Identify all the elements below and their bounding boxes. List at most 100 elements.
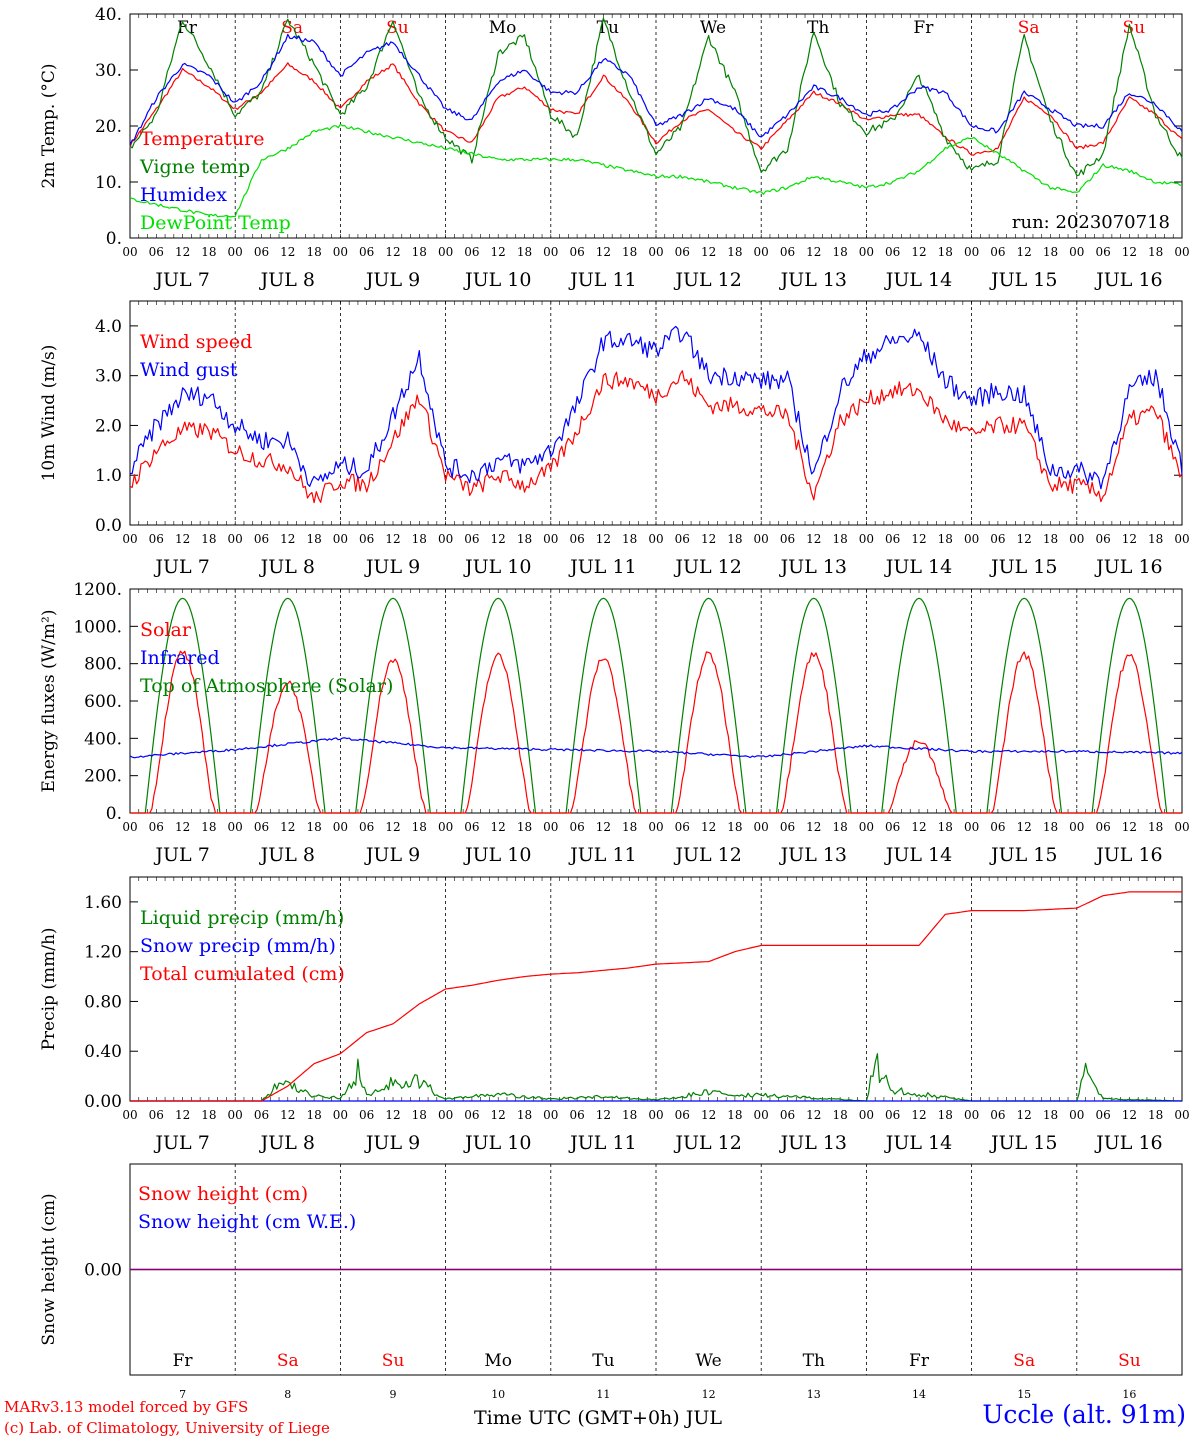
panel4-hour-label: 18 xyxy=(306,1108,321,1122)
day-number-label: 15 xyxy=(1017,1388,1031,1401)
panel4-hour-label: 06 xyxy=(254,1108,269,1122)
panel1-date-label: JUL 15 xyxy=(989,269,1057,291)
panel1-ytick-label: 20. xyxy=(95,117,122,137)
panel1-date-label: JUL 8 xyxy=(259,269,315,291)
panel5-ylabel: Snow height (cm) xyxy=(39,1193,59,1345)
panel4-hour-label: 18 xyxy=(201,1108,216,1122)
panel2-hour-label: 18 xyxy=(517,532,532,546)
run-label: run: 2023070718 xyxy=(1012,212,1170,233)
panel3-hour-label: 18 xyxy=(306,820,321,834)
panel2-hour-label: 06 xyxy=(569,532,584,546)
panel3-date-label: JUL 9 xyxy=(364,844,420,866)
panel3-date-label: JUL 14 xyxy=(884,844,952,866)
panel1-hour-label: 12 xyxy=(701,245,716,259)
day-number-label: 10 xyxy=(491,1388,505,1401)
panel1-hour-label: 12 xyxy=(491,245,506,259)
legend-dewpoint-temp: DewPoint Temp xyxy=(140,212,291,234)
panel4-hour-label: 00 xyxy=(438,1108,453,1122)
panel3-hour-label: 12 xyxy=(701,820,716,834)
panel4-hour-label: 06 xyxy=(149,1108,164,1122)
series-wind-gust-line xyxy=(129,325,1183,490)
panel3-hour-label: 12 xyxy=(385,820,400,834)
panel1-hour-label: 18 xyxy=(727,245,742,259)
panel4-ytick-label: 1.60 xyxy=(84,893,122,913)
panel3-hour-label: 00 xyxy=(1069,820,1084,834)
panel2-hour-label: 12 xyxy=(491,532,506,546)
panel1-hour-label: 00 xyxy=(228,245,243,259)
panel3-date-label: JUL 8 xyxy=(259,844,315,866)
panel4-hour-label: 18 xyxy=(832,1108,847,1122)
legend-wind-speed: Wind speed xyxy=(140,331,252,353)
panel2-hour-label: 12 xyxy=(1017,532,1032,546)
day-name-bottom: Th xyxy=(803,1351,825,1371)
panel1-hour-label: 18 xyxy=(306,245,321,259)
panel4-hour-label: 12 xyxy=(491,1108,506,1122)
panel1-date-label: JUL 16 xyxy=(1094,269,1162,291)
panel3-hour-label: 00 xyxy=(438,820,453,834)
panel3-hour-label: 18 xyxy=(201,820,216,834)
panel4-hour-label: 06 xyxy=(990,1108,1005,1122)
panel3-date-label: JUL 12 xyxy=(673,844,741,866)
panel2-hour-label: 12 xyxy=(175,532,190,546)
day-number-label: 8 xyxy=(284,1388,291,1401)
day-name-top: Th xyxy=(807,18,829,38)
panel2-hour-label: 06 xyxy=(675,532,690,546)
day-number-label: 11 xyxy=(596,1388,610,1401)
panel1-hour-label: 18 xyxy=(517,245,532,259)
panel4-hour-label: 18 xyxy=(412,1108,427,1122)
panel1-ytick-label: 30. xyxy=(95,61,122,81)
panel1-hour-label: 06 xyxy=(675,245,690,259)
panel1-date-label: JUL 10 xyxy=(463,269,531,291)
panel1-hour-label: 12 xyxy=(385,245,400,259)
panel1-hour-label: 06 xyxy=(569,245,584,259)
panel3-hour-label: 12 xyxy=(1122,820,1137,834)
panel1-hour-label: 00 xyxy=(964,245,979,259)
panel4-hour-label: 12 xyxy=(1017,1108,1032,1122)
panel1-hour-label: 00 xyxy=(648,245,663,259)
panel1-hour-label: 12 xyxy=(1122,245,1137,259)
panel3-ytick-label: 1200. xyxy=(73,580,122,600)
panel4-hour-label: 18 xyxy=(1148,1108,1163,1122)
model-credit: MARv3.13 model forced by GFS xyxy=(4,1398,249,1416)
panel3-date-label: JUL 7 xyxy=(153,844,209,866)
panel4-hour-label: 00 xyxy=(1174,1108,1189,1122)
day-number-label: 9 xyxy=(390,1388,397,1401)
panel3-ytick-label: 600. xyxy=(84,692,122,712)
panel4-hour-label: 00 xyxy=(228,1108,243,1122)
panel1-hour-label: 18 xyxy=(412,245,427,259)
panel1-date-label: JUL 7 xyxy=(153,269,209,291)
panel4-date-label: JUL 10 xyxy=(463,1132,531,1154)
panel4-hour-label: 00 xyxy=(754,1108,769,1122)
panel2-date-label: JUL 11 xyxy=(568,556,636,578)
panel1-hour-label: 12 xyxy=(1017,245,1032,259)
panel4-date-label: JUL 16 xyxy=(1094,1132,1162,1154)
panel4-hour-label: 06 xyxy=(885,1108,900,1122)
panel1-hour-label: 06 xyxy=(885,245,900,259)
panel1-hour-label: 06 xyxy=(149,245,164,259)
series-solar-line xyxy=(130,650,1182,814)
panel2-hour-label: 00 xyxy=(543,532,558,546)
panel1-date-label: JUL 14 xyxy=(884,269,952,291)
panel4-hour-label: 06 xyxy=(1095,1108,1110,1122)
panel4-hour-label: 18 xyxy=(727,1108,742,1122)
panel1-hour-label: 00 xyxy=(122,245,137,259)
panel2-hour-label: 18 xyxy=(1148,532,1163,546)
panel2-hour-label: 00 xyxy=(1069,532,1084,546)
panel4-hour-label: 18 xyxy=(517,1108,532,1122)
series-dewpoint-temp-line xyxy=(129,123,1183,218)
panel2-date-label: JUL 13 xyxy=(779,556,847,578)
panel4-date-label: JUL 9 xyxy=(364,1132,420,1154)
panel4-date-label: JUL 8 xyxy=(259,1132,315,1154)
panel3-ytick-label: 800. xyxy=(84,655,122,675)
panel4-date-label: JUL 15 xyxy=(989,1132,1057,1154)
panel3-hour-label: 06 xyxy=(464,820,479,834)
panel1-hour-label: 06 xyxy=(1095,245,1110,259)
panel4-hour-label: 00 xyxy=(648,1108,663,1122)
panel3-ytick-label: 400. xyxy=(84,729,122,749)
panel3-hour-label: 12 xyxy=(280,820,295,834)
panel4-hour-label: 06 xyxy=(675,1108,690,1122)
panel2-hour-label: 06 xyxy=(990,532,1005,546)
panel2-date-label: JUL 15 xyxy=(989,556,1057,578)
panel1-hour-label: 00 xyxy=(754,245,769,259)
panel1-ytick-label: 40. xyxy=(95,5,122,25)
